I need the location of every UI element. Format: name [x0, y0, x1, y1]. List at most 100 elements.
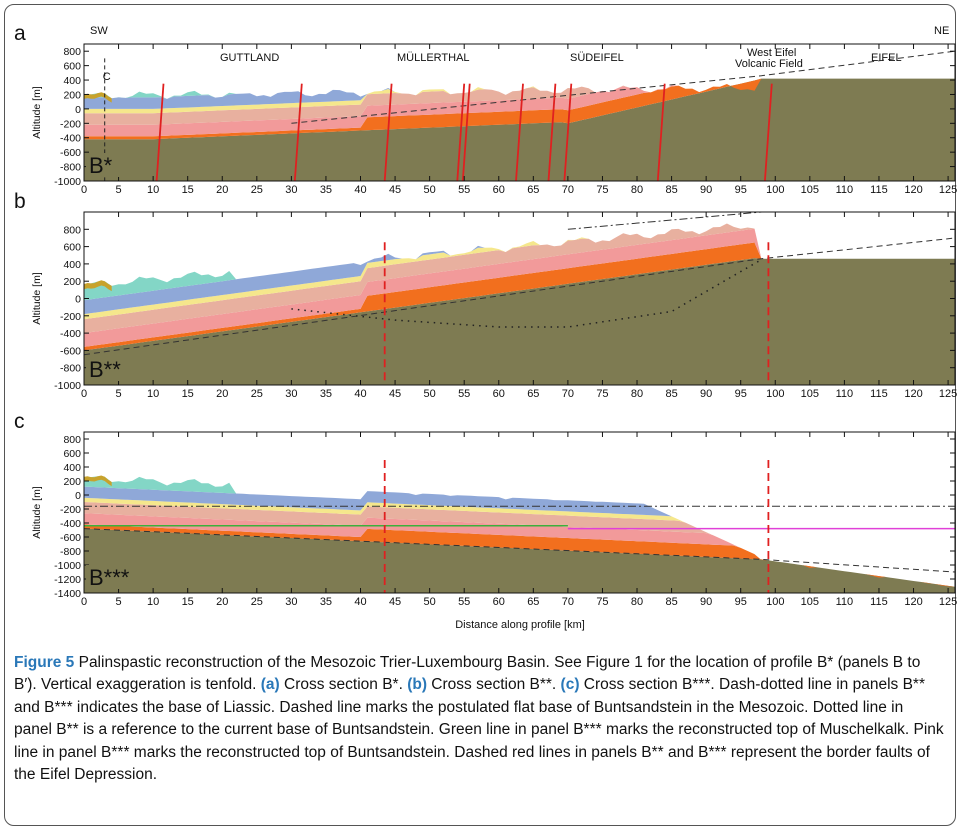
y-axis-label: Altitude [m]	[31, 272, 43, 325]
caption-text-b: Cross section B**.	[427, 676, 561, 694]
y-tick-label: -200	[60, 504, 81, 516]
x-tick-label: 70	[562, 388, 574, 400]
x-tick-label: 15	[182, 596, 194, 608]
x-tick-label: 90	[700, 596, 712, 608]
region-label: West Eifel	[747, 47, 796, 59]
x-tick-label: 95	[735, 388, 747, 400]
y-tick-label: -200	[60, 118, 81, 130]
x-tick-label: 15	[182, 184, 194, 196]
x-tick-label: 30	[285, 388, 297, 400]
profile-tag: B***	[89, 565, 130, 590]
x-tick-label: 95	[735, 596, 747, 608]
x-tick-label: 65	[527, 596, 539, 608]
x-tick-label: 80	[631, 596, 643, 608]
caption-text-c: Cross section B***. Dash-dotted line in …	[14, 676, 944, 784]
x-tick-label: 105	[801, 388, 819, 400]
orientation-labels: SW NE	[90, 25, 949, 37]
x-tick-label: 120	[904, 596, 922, 608]
x-tick-label: 10	[147, 184, 159, 196]
caption-ref-b: (b)	[407, 676, 427, 694]
fault-line-2	[293, 83, 303, 181]
y-tick-label: 400	[63, 259, 81, 271]
x-tick-label: 90	[700, 184, 712, 196]
profile-tag: B**	[89, 357, 121, 382]
marker-c-label: C	[103, 71, 111, 83]
fault-line-4	[456, 83, 466, 181]
profile-tag-bg	[86, 565, 148, 589]
profile-tag-bg	[86, 153, 120, 177]
y-tick-label: -800	[60, 162, 81, 174]
x-tick-label: 60	[493, 388, 505, 400]
x-tick-label: 5	[116, 596, 122, 608]
fault-line-6	[515, 83, 524, 181]
x-tick-label: 25	[251, 596, 263, 608]
y-tick-label: -1000	[54, 560, 81, 572]
x-tick-label: 75	[596, 388, 608, 400]
y-tick-label: -600	[60, 532, 81, 544]
figure-caption: Figure 5 Palinspastic reconstruction of …	[14, 652, 944, 786]
caption-ref-a: (a)	[260, 676, 280, 694]
y-tick-label: 200	[63, 89, 81, 101]
x-tick-label: 40	[354, 388, 366, 400]
panel-a-frame	[83, 43, 956, 182]
muschelkalk-layer	[84, 513, 955, 587]
x-tick-label: 125	[939, 596, 957, 608]
region-label: SÜDEIFEL	[570, 52, 624, 64]
x-tick-label: 100	[766, 388, 784, 400]
x-tick-label: 5	[116, 388, 122, 400]
y-tick-label: 600	[63, 242, 81, 254]
caption-text-intro: Palinspastic reconstruction of the Mesoz…	[14, 654, 921, 694]
fault-line-3	[383, 83, 393, 181]
region-label: GUTTLAND	[220, 52, 279, 64]
y-tick-label: -400	[60, 328, 81, 340]
orientation-ne: NE	[934, 25, 949, 37]
panel-c-plot	[84, 460, 955, 593]
profile-tag-bg	[86, 357, 134, 381]
x-tick-label: 0	[81, 184, 87, 196]
x-tick-label: 105	[801, 596, 819, 608]
y-tick-label: -400	[60, 518, 81, 530]
orientation-sw: SW	[90, 25, 108, 37]
panel-c: 0 5 10 15 20 25 30 35 40 45 50 55 60 65 70 75 80 85 90 95 10…	[14, 410, 957, 608]
y-tick-label: 0	[75, 294, 81, 306]
x-tick-label: 50	[424, 596, 436, 608]
keuper-layer	[84, 78, 955, 125]
y-tick-label: -200	[60, 311, 81, 323]
x-tick-label: 5	[116, 184, 122, 196]
y-tick-label: -1400	[54, 588, 81, 600]
y-tick-label: 0	[75, 490, 81, 502]
x-tick-label: 85	[665, 184, 677, 196]
panel-c-frame	[83, 431, 956, 594]
x-tick-label: 120	[904, 388, 922, 400]
x-tick-label: 35	[320, 596, 332, 608]
y-tick-label: 200	[63, 276, 81, 288]
liassic-base-line	[567, 212, 768, 230]
x-tick-label: 70	[562, 596, 574, 608]
x-tick-label: 110	[836, 596, 854, 608]
y-tick-label: -400	[60, 133, 81, 145]
panel-a: 0 5 10 15 20 25 30 35 40 45 50 55 60 65 70 75 80 85 90 95 10…	[14, 22, 957, 196]
x-tick-label: 110	[836, 184, 854, 196]
y-tick-label: 400	[63, 75, 81, 87]
y-tick-label: 600	[63, 448, 81, 460]
x-tick-label: 55	[458, 388, 470, 400]
x-tick-label: 80	[631, 184, 643, 196]
fault-line-7	[547, 83, 557, 181]
fault-line-5	[461, 83, 471, 181]
x-tick-label: 100	[766, 184, 784, 196]
x-tick-label: 45	[389, 184, 401, 196]
x-tick-label: 35	[320, 388, 332, 400]
caption-label: Figure 5	[14, 654, 75, 671]
x-tick-label: 10	[147, 388, 159, 400]
panel-b-plot	[84, 212, 955, 385]
x-tick-label: 30	[285, 184, 297, 196]
panel-a-plot	[84, 50, 955, 181]
fault-line-10	[764, 83, 773, 181]
x-tick-label: 85	[665, 388, 677, 400]
x-tick-label: 45	[389, 596, 401, 608]
region-label: EIFEL	[871, 52, 902, 64]
x-tick-label: 0	[81, 388, 87, 400]
x-tick-label: 70	[562, 184, 574, 196]
y-tick-label: -1000	[54, 380, 81, 392]
x-tick-label: 125	[939, 184, 957, 196]
